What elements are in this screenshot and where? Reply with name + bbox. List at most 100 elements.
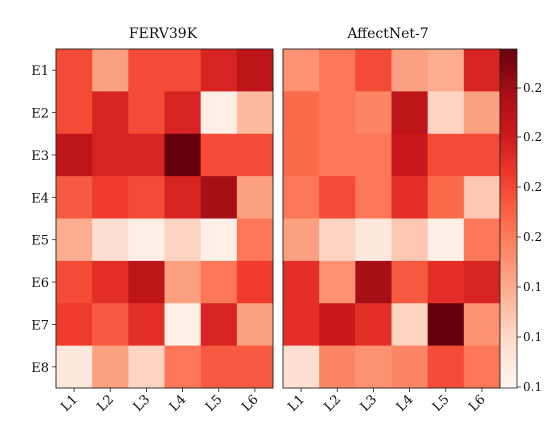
heatmap-panel-ferv39k <box>55 48 274 389</box>
heatmap-cell <box>391 176 429 219</box>
heatmap-cell <box>236 91 274 135</box>
colorbar-tick-label: 0.1 <box>523 380 542 394</box>
y-tick-label: E5 <box>31 234 49 249</box>
heatmap-cell <box>283 176 320 219</box>
colorbar-tick-label: 0.2 <box>523 130 542 144</box>
heatmap-cell <box>391 133 429 177</box>
x-tick-label: L4 <box>394 392 417 415</box>
colorbar-tick-label: 0.1 <box>523 330 542 344</box>
heatmap-cell <box>463 218 501 262</box>
heatmap-cell <box>56 91 93 135</box>
row-labels: E1 E2 E3 E4 E5 E6 E7 E8 <box>31 64 56 376</box>
heatmap-cell <box>355 345 392 389</box>
heatmap-cell <box>391 303 429 347</box>
heatmap-cell <box>319 91 356 135</box>
heatmap-cell <box>92 91 129 135</box>
heatmap-cell <box>92 260 129 304</box>
heatmap-cell <box>355 176 392 219</box>
panel-frame <box>55 48 274 389</box>
heatmap-cell <box>463 91 501 135</box>
heatmap-cell <box>283 303 320 347</box>
heatmap-cell <box>200 176 238 219</box>
heatmap-cell <box>319 303 356 347</box>
heatmap-cell <box>283 91 320 135</box>
heatmap-cell <box>355 133 392 177</box>
heatmap-cell <box>463 303 501 347</box>
heatmap-cell <box>463 345 501 389</box>
heatmap-cell <box>236 218 274 262</box>
y-tick-label: E1 <box>31 64 49 79</box>
colorbar-tick-label: 0.2 <box>523 230 542 244</box>
heatmap-cell <box>355 218 392 262</box>
heatmap-cell <box>128 176 165 219</box>
heatmap-cell <box>427 260 465 304</box>
x-tick-label: L6 <box>466 392 489 415</box>
heatmap-cell <box>283 133 320 177</box>
heatmap-cell <box>355 303 392 347</box>
heatmap-cell <box>200 260 238 304</box>
heatmap-cell <box>200 218 238 262</box>
x-tick-label: L1 <box>58 392 81 415</box>
x-tick-label: L1 <box>285 392 308 415</box>
heatmap-cell <box>391 260 429 304</box>
heatmap-cell <box>56 49 93 92</box>
heatmap-cell <box>236 176 274 219</box>
y-tick-label: E8 <box>31 361 49 376</box>
y-tick-label: E4 <box>31 191 49 206</box>
heatmap-cell <box>92 176 129 219</box>
heatmap-cell <box>319 260 356 304</box>
heatmap-cell <box>283 218 320 262</box>
heatmap-cell <box>56 176 93 219</box>
heatmap-cell <box>283 345 320 389</box>
x-tick-label: L3 <box>358 392 381 415</box>
y-tick-label: E3 <box>31 149 49 164</box>
heatmap-cell <box>164 176 202 219</box>
heatmap-cell <box>128 303 165 347</box>
heatmap-cell <box>128 218 165 262</box>
heatmap-cell <box>427 91 465 135</box>
colorbar <box>499 48 518 389</box>
column-labels-ferv39k: L1 L2 L3 L4 L5 L6 <box>58 388 262 415</box>
heatmap-cell <box>164 218 202 262</box>
heatmap-cell <box>355 49 392 92</box>
x-tick-label: L4 <box>167 392 190 415</box>
heatmap-cell <box>200 49 238 92</box>
heatmap-cell <box>463 49 501 92</box>
heatmap-cell <box>128 345 165 389</box>
heatmap-cell <box>56 303 93 347</box>
heatmap-panel-affectnet-7 <box>282 48 501 389</box>
heatmap-cell <box>236 49 274 92</box>
heatmap-cell <box>92 133 129 177</box>
heatmap-cell <box>427 176 465 219</box>
heatmap-cell <box>463 176 501 219</box>
heatmap-cell <box>164 49 202 92</box>
heatmap-cell <box>200 303 238 347</box>
heatmap-cell <box>92 218 129 262</box>
heatmap-cell <box>319 49 356 92</box>
heatmap-cell <box>427 345 465 389</box>
x-tick-label: L2 <box>322 392 345 415</box>
column-labels-affectnet-7: L1 L2 L3 L4 L5 L6 <box>285 388 489 415</box>
x-tick-label: L5 <box>203 392 226 415</box>
heatmap-cell <box>128 133 165 177</box>
heatmap-cell <box>164 260 202 304</box>
heatmap-cell <box>355 260 392 304</box>
heatmap-cell <box>92 345 129 389</box>
heatmap-cell <box>200 133 238 177</box>
heatmap-cell <box>283 260 320 304</box>
heatmap-cell <box>391 345 429 389</box>
heatmap-cell <box>56 218 93 262</box>
y-tick-label: E7 <box>31 318 49 333</box>
heatmap-cell <box>164 91 202 135</box>
x-tick-label: L2 <box>95 392 118 415</box>
heatmap-cell <box>164 303 202 347</box>
colorbar-tick-label: 0.2 <box>523 81 542 95</box>
colorbar-tick-label: 0.1 <box>523 280 542 294</box>
heatmap-cell <box>319 345 356 389</box>
heatmap-cell <box>319 133 356 177</box>
x-tick-label: L6 <box>239 392 262 415</box>
heatmap-cell <box>92 303 129 347</box>
heatmap-cell <box>283 49 320 92</box>
heatmap-cell <box>427 133 465 177</box>
heatmap-cell <box>128 91 165 135</box>
